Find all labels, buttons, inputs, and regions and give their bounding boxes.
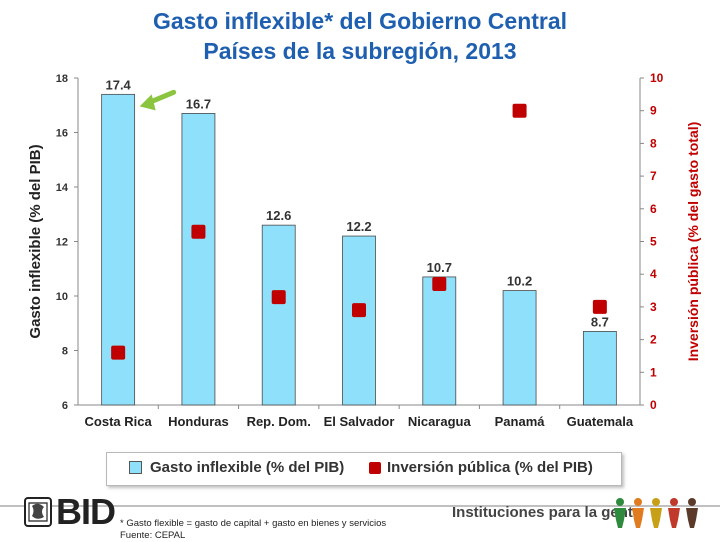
right-tick-label: 4 bbox=[650, 267, 657, 281]
category-label: Rep. Dom. bbox=[247, 414, 311, 429]
category-label: El Salvador bbox=[324, 414, 395, 429]
right-tick-label: 0 bbox=[650, 398, 657, 412]
person-icon-head bbox=[652, 498, 660, 506]
bar-data-label: 12.2 bbox=[346, 219, 371, 234]
bar bbox=[261, 224, 296, 406]
bid-logo: BID bbox=[24, 491, 116, 532]
bar-data-label: 10.2 bbox=[507, 274, 532, 289]
bar bbox=[422, 276, 457, 406]
chart-title: Gasto inflexible* del Gobierno Central bbox=[152, 8, 568, 34]
person-icon bbox=[668, 508, 680, 528]
left-axis-title: Gasto inflexible (% del PIB) bbox=[27, 144, 44, 338]
left-tick-label: 12 bbox=[56, 237, 68, 249]
legend-label-marker: Inversión pública (% del PIB) bbox=[387, 459, 593, 476]
right-tick-label: 3 bbox=[650, 300, 657, 314]
right-tick-label: 2 bbox=[650, 333, 657, 347]
category-label: Honduras bbox=[168, 414, 229, 429]
category-label: Guatemala bbox=[567, 414, 634, 429]
person-icon bbox=[632, 508, 644, 528]
annotation-arrow-head bbox=[139, 94, 156, 111]
bar bbox=[342, 235, 376, 406]
left-tick-label: 14 bbox=[56, 182, 69, 194]
right-tick-label: 1 bbox=[650, 365, 657, 379]
bar-data-label: 8.7 bbox=[591, 314, 609, 329]
person-icon bbox=[686, 508, 698, 528]
left-tick-label: 10 bbox=[56, 291, 68, 303]
bar bbox=[502, 290, 537, 406]
right-axis-title: Inversión pública (% del gasto total) bbox=[685, 122, 701, 362]
person-icon-head bbox=[616, 498, 624, 506]
person-icon-head bbox=[634, 498, 642, 506]
legend-label-bar: Gasto inflexible (% del PIB) bbox=[150, 459, 345, 476]
right-tick-label: 7 bbox=[650, 169, 657, 183]
marker-point bbox=[191, 224, 206, 239]
marker-point bbox=[512, 103, 527, 118]
footnote: * Gasto flexible = gasto de capital + ga… bbox=[120, 518, 386, 542]
right-tick-label: 5 bbox=[650, 235, 657, 249]
bar-data-label: 17.4 bbox=[105, 77, 131, 92]
marker-point bbox=[111, 345, 126, 360]
chart-subtitle: Países de la subregión, 2013 bbox=[203, 38, 517, 64]
legend-swatch-bar bbox=[129, 461, 142, 474]
category-label: Costa Rica bbox=[85, 414, 153, 429]
bar-data-label: 10.7 bbox=[427, 260, 452, 275]
legend-item-bar: Gasto inflexible (% del PIB) bbox=[129, 459, 344, 476]
bar-data-label: 16.7 bbox=[186, 96, 211, 111]
person-icon-head bbox=[670, 498, 678, 506]
legend: Gasto inflexible (% del PIB) Inversión p… bbox=[106, 452, 622, 486]
category-label: Nicaragua bbox=[408, 414, 472, 429]
person-icon-head bbox=[688, 498, 696, 506]
marker-point bbox=[271, 290, 286, 305]
bid-logo-text: BID bbox=[56, 491, 116, 532]
bar bbox=[181, 113, 216, 406]
bar-data-label: 12.6 bbox=[266, 208, 291, 223]
left-tick-label: 8 bbox=[62, 346, 68, 358]
bar bbox=[582, 331, 617, 406]
person-icon bbox=[650, 508, 662, 528]
source-text: Fuente: CEPAL bbox=[120, 530, 186, 541]
right-tick-label: 10 bbox=[650, 71, 664, 85]
footnote-text: * Gasto flexible = gasto de capital + ga… bbox=[120, 518, 387, 529]
right-tick-label: 9 bbox=[650, 104, 657, 118]
tagline: Instituciones para la gente bbox=[452, 504, 642, 521]
footer-divider bbox=[0, 505, 720, 507]
right-tick-label: 8 bbox=[650, 136, 657, 150]
bid-emblem-icon bbox=[24, 497, 52, 527]
category-label: Panamá bbox=[495, 414, 546, 429]
people-icons bbox=[614, 498, 698, 528]
marker-point bbox=[352, 303, 366, 318]
marker-point bbox=[432, 277, 447, 292]
legend-item-marker: Inversión pública (% del PIB) bbox=[369, 459, 593, 476]
left-tick-label: 6 bbox=[62, 400, 68, 412]
person-icon bbox=[614, 508, 626, 528]
legend-swatch-marker bbox=[369, 461, 381, 474]
right-tick-label: 6 bbox=[650, 202, 657, 216]
marker-point bbox=[592, 299, 607, 314]
annotation-arrow-shaft bbox=[147, 89, 177, 105]
left-tick-label: 16 bbox=[56, 128, 68, 140]
left-tick-label: 18 bbox=[56, 73, 68, 85]
